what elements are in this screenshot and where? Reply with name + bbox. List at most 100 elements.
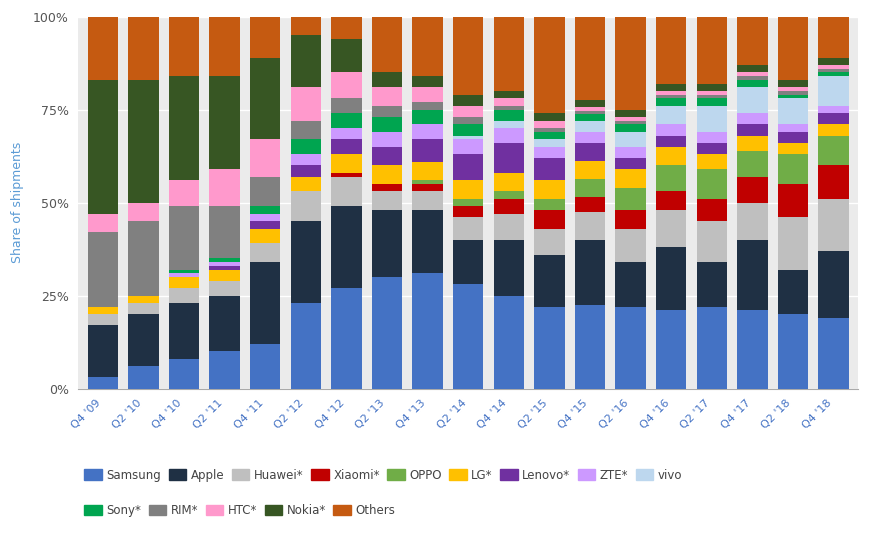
Bar	[615, 188, 645, 210]
Bar	[250, 139, 280, 176]
Bar	[615, 124, 645, 132]
Bar	[128, 314, 159, 366]
Bar	[169, 270, 199, 273]
Bar	[331, 139, 361, 154]
Bar	[494, 121, 524, 128]
Bar	[819, 69, 849, 72]
Bar	[656, 98, 686, 106]
Bar	[778, 154, 808, 184]
Bar	[209, 169, 240, 206]
Bar	[331, 39, 361, 72]
Bar	[615, 307, 645, 388]
Bar	[615, 262, 645, 307]
Bar	[169, 180, 199, 206]
Bar	[331, 173, 361, 176]
Bar	[87, 233, 118, 307]
Bar	[250, 221, 280, 229]
Bar	[697, 132, 727, 143]
Bar	[494, 191, 524, 199]
Bar	[697, 199, 727, 221]
Bar	[250, 214, 280, 221]
Bar	[575, 197, 605, 211]
Bar	[209, 281, 240, 295]
Bar	[291, 303, 321, 388]
Bar	[331, 98, 361, 113]
Bar	[575, 132, 605, 143]
Bar	[372, 277, 402, 388]
Bar	[87, 214, 118, 233]
Bar	[697, 169, 727, 199]
Bar	[372, 184, 402, 191]
Bar	[412, 109, 442, 124]
Bar	[453, 139, 483, 154]
Bar	[534, 255, 564, 307]
Bar	[615, 109, 645, 117]
Bar	[169, 76, 199, 180]
Bar	[250, 244, 280, 262]
Bar	[128, 80, 159, 203]
Bar	[331, 288, 361, 388]
Bar	[372, 17, 402, 72]
Bar	[656, 124, 686, 135]
Bar	[737, 150, 767, 176]
Bar	[453, 284, 483, 388]
Bar	[778, 87, 808, 91]
Bar	[656, 165, 686, 191]
Bar	[453, 206, 483, 218]
Bar	[737, 135, 767, 150]
Bar	[737, 124, 767, 135]
Bar	[209, 76, 240, 169]
Bar	[656, 95, 686, 98]
Bar	[819, 124, 849, 135]
Bar	[494, 91, 524, 98]
Bar	[615, 158, 645, 169]
Bar	[453, 117, 483, 124]
Bar	[453, 124, 483, 135]
Bar	[656, 135, 686, 147]
Bar	[453, 17, 483, 95]
Bar	[575, 161, 605, 179]
Bar	[169, 206, 199, 270]
Bar	[656, 17, 686, 84]
Bar	[737, 65, 767, 72]
Bar	[209, 295, 240, 351]
Bar	[534, 147, 564, 158]
Bar	[412, 17, 442, 76]
Bar	[453, 199, 483, 206]
Bar	[534, 199, 564, 210]
Bar	[615, 229, 645, 262]
Bar	[778, 98, 808, 124]
Bar	[331, 176, 361, 206]
Bar	[412, 139, 442, 162]
Bar	[453, 240, 483, 284]
Bar	[494, 128, 524, 143]
Bar	[534, 210, 564, 229]
Bar	[291, 191, 321, 221]
Bar	[372, 72, 402, 87]
Bar	[819, 251, 849, 318]
Bar	[412, 102, 442, 109]
Bar	[412, 76, 442, 87]
Bar	[128, 295, 159, 303]
Bar	[494, 173, 524, 191]
Bar	[819, 65, 849, 69]
Bar	[656, 106, 686, 124]
Bar	[331, 113, 361, 128]
Bar	[819, 135, 849, 165]
Bar	[697, 143, 727, 154]
Bar	[291, 154, 321, 165]
Bar	[778, 143, 808, 154]
Bar	[372, 87, 402, 106]
Bar	[87, 377, 118, 388]
Bar	[819, 318, 849, 388]
Bar	[169, 17, 199, 76]
Bar	[697, 221, 727, 262]
Bar	[250, 344, 280, 388]
Bar	[737, 176, 767, 203]
Bar	[737, 310, 767, 388]
Bar	[372, 106, 402, 117]
Bar	[819, 58, 849, 65]
Bar	[656, 310, 686, 388]
Bar	[819, 17, 849, 58]
Bar	[291, 221, 321, 303]
